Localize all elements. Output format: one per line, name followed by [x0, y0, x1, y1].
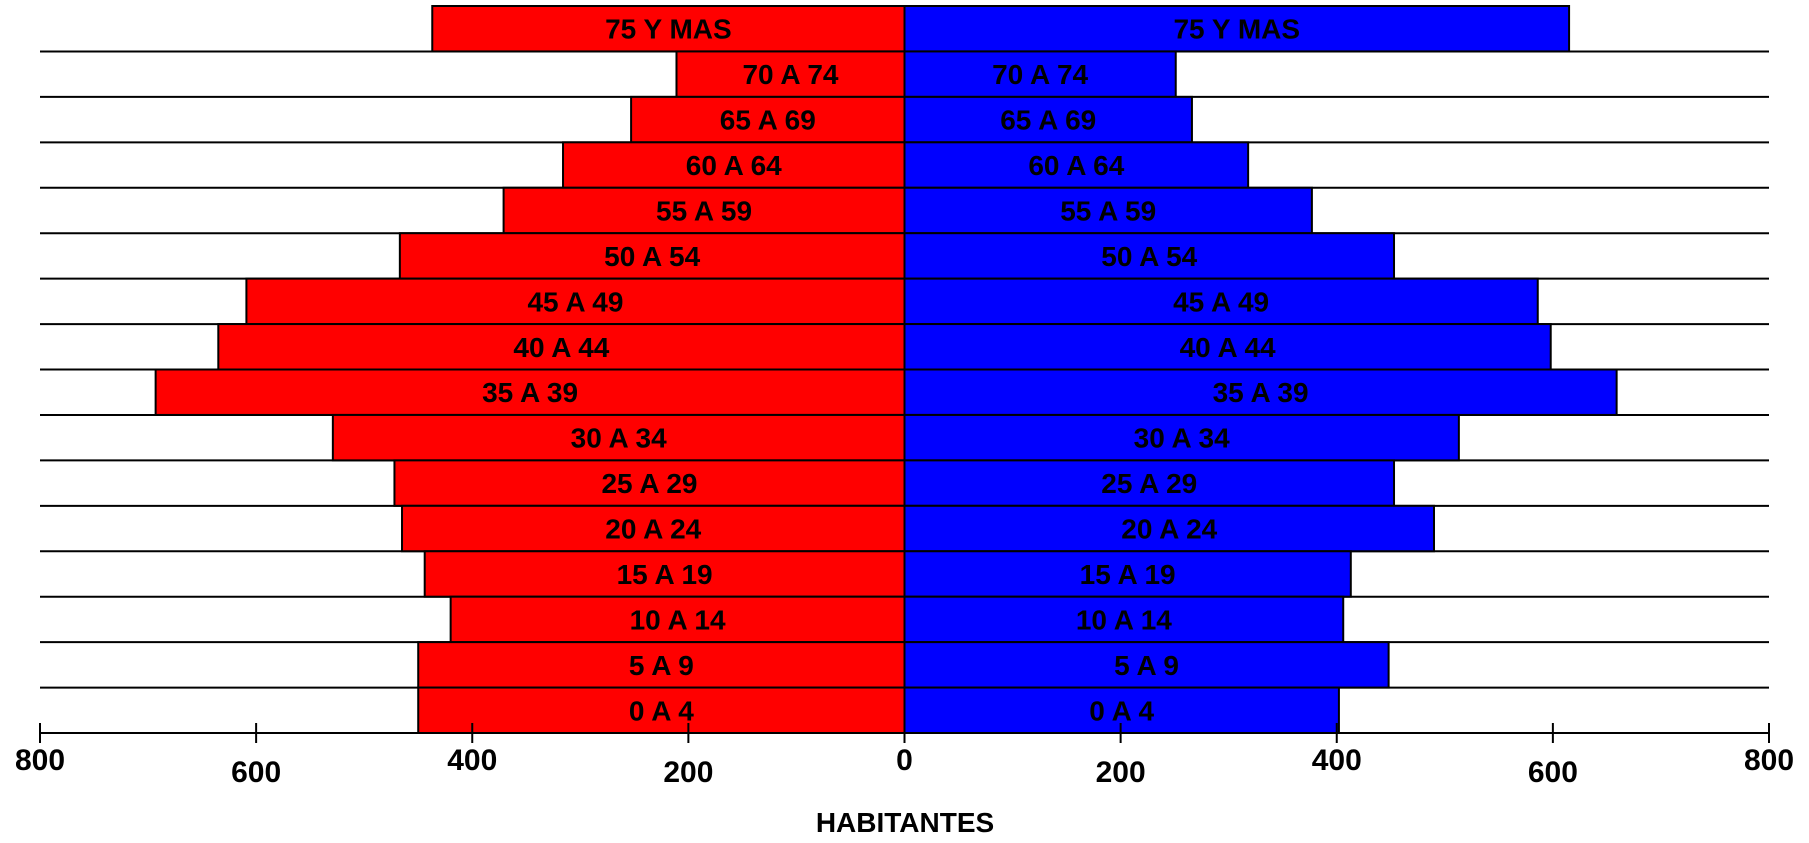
x-tick-label: 200 — [663, 756, 713, 789]
bar-label-right: 25 A 29 — [1101, 468, 1197, 499]
x-tick-label: 400 — [1312, 744, 1362, 777]
bar-label-left: 5 A 9 — [629, 650, 694, 681]
bar-label-right: 20 A 24 — [1121, 514, 1217, 545]
x-tick-label: 400 — [447, 744, 497, 777]
bar-right — [903, 5, 1571, 53]
bar-label-left: 0 A 4 — [629, 695, 694, 726]
bar-label-left: 30 A 34 — [571, 423, 667, 454]
bar-right — [903, 277, 1539, 326]
x-tick-label: 200 — [1096, 756, 1146, 789]
bar-label-left: 15 A 19 — [617, 559, 713, 590]
bar-label-right: 40 A 44 — [1180, 332, 1276, 363]
bar-left — [562, 141, 906, 189]
bar-label-right: 35 A 39 — [1213, 377, 1309, 408]
bar-label-left: 50 A 54 — [604, 241, 700, 272]
bar-left — [393, 459, 906, 507]
bar-right — [903, 323, 1552, 371]
bar-label-right: 75 Y MAS — [1173, 14, 1300, 45]
bar-label-left: 20 A 24 — [605, 514, 701, 545]
x-tick-label: 600 — [231, 756, 281, 789]
bar-right — [903, 413, 1460, 462]
bar-right — [903, 368, 1618, 416]
x-tick-label: 800 — [1744, 744, 1794, 777]
bar-right — [903, 95, 1193, 144]
bar-label-right: 45 A 49 — [1173, 286, 1269, 317]
bar-label-left: 25 A 29 — [601, 468, 697, 499]
bar-label-right: 5 A 9 — [1114, 650, 1179, 681]
bars — [154, 5, 1618, 734]
bar-right — [903, 186, 1313, 235]
bar-label-left: 40 A 44 — [513, 332, 609, 363]
bar-label-left: 35 A 39 — [482, 377, 578, 408]
bar-left — [449, 595, 906, 644]
bar-label-right: 15 A 19 — [1080, 559, 1176, 590]
bar-labels: 75 Y MAS 75 Y MAS 70 A 74 70 A 74 65 A 69 65 … — [482, 14, 1309, 727]
bar-label-right: 55 A 59 — [1060, 195, 1156, 226]
bar-label-right: 65 A 69 — [1000, 105, 1096, 136]
bar-label-right: 0 A 4 — [1089, 695, 1154, 726]
bar-left — [630, 95, 906, 144]
bar-left — [502, 186, 906, 235]
bar-label-left: 45 A 49 — [527, 286, 623, 317]
x-axis-title: HABITANTES — [816, 807, 994, 838]
bar-label-right: 10 A 14 — [1076, 604, 1172, 635]
bar-left — [401, 504, 906, 553]
bar-label-left: 70 A 74 — [742, 59, 838, 90]
bar-left — [331, 413, 906, 462]
bar-label-left: 65 A 69 — [720, 105, 816, 136]
bar-label-right: 70 A 74 — [992, 59, 1088, 90]
bar-left — [245, 277, 906, 326]
x-tick-label: 0 — [896, 744, 913, 777]
bar-label-right: 60 A 64 — [1028, 150, 1124, 181]
bar-right — [903, 504, 1436, 553]
bar-left — [398, 232, 906, 280]
bar-left — [431, 5, 906, 53]
bar-label-right: 30 A 34 — [1134, 423, 1230, 454]
bar-label-left: 75 Y MAS — [605, 14, 732, 45]
x-tick-label: 600 — [1528, 756, 1578, 789]
bar-right — [903, 595, 1345, 644]
bar-right — [903, 459, 1396, 507]
bar-label-left: 55 A 59 — [656, 195, 752, 226]
bar-left — [217, 323, 906, 371]
x-tick-label: 800 — [15, 744, 65, 777]
bar-right — [903, 550, 1352, 598]
x-axis: 800 600 400 200 0 200 400 600 800 — [15, 723, 1794, 789]
bar-label-left: 60 A 64 — [686, 150, 782, 181]
bar-label-left: 10 A 14 — [630, 604, 726, 635]
bar-right — [903, 232, 1396, 280]
bar-label-right: 50 A 54 — [1101, 241, 1197, 272]
bar-right — [903, 50, 1177, 98]
